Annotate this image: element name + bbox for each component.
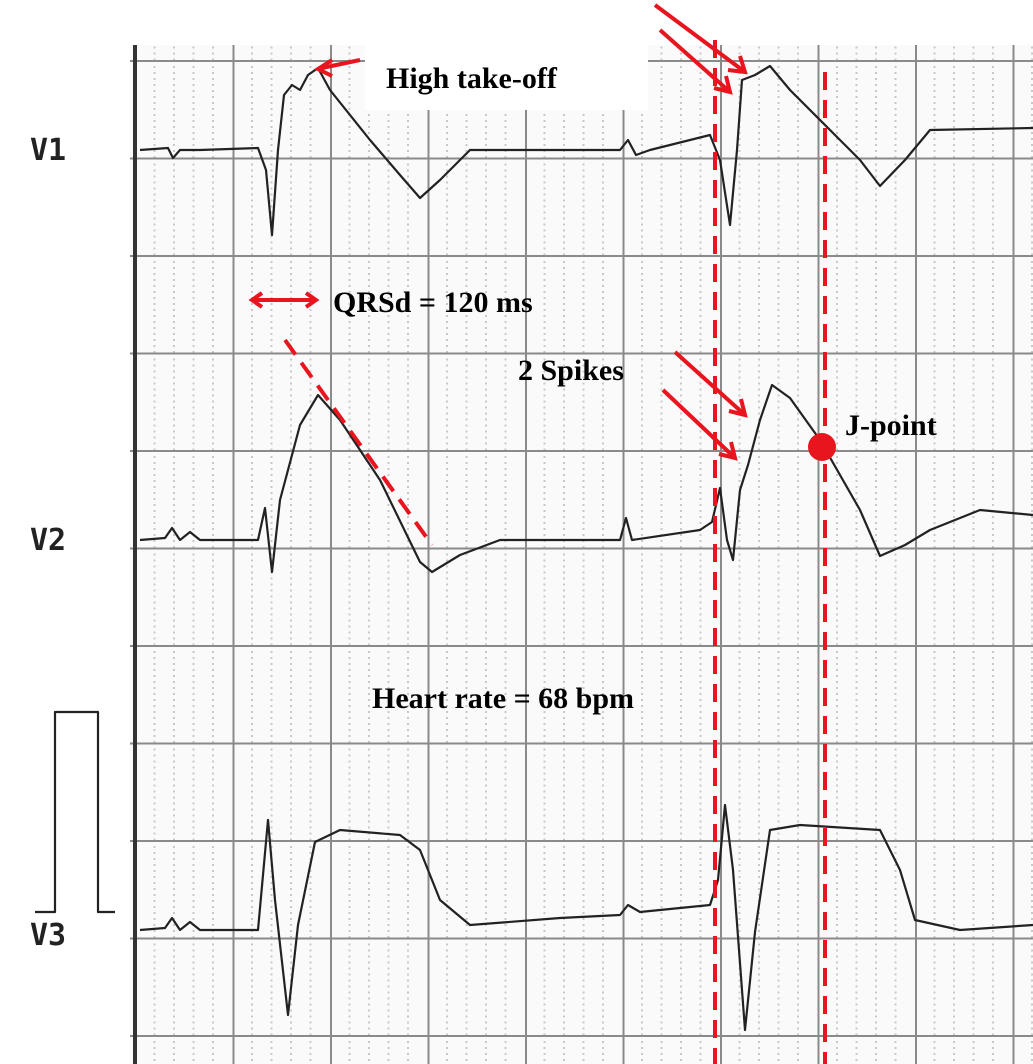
calibration-pulse	[35, 712, 115, 912]
lead-label: V1	[30, 133, 66, 168]
lead-label: V3	[30, 918, 66, 953]
j-point-dot	[808, 433, 836, 461]
annotation: 2 Spikes	[518, 354, 624, 387]
annotation: QRSd = 120 ms	[333, 286, 533, 319]
ecg-grid	[130, 45, 1033, 1064]
annotation: J-point	[845, 409, 937, 442]
annotation: Heart rate = 68 bpm	[372, 682, 634, 715]
ecg-figure: V1 V2 V3 High take-off QRSd = 120 ms 2 S…	[0, 0, 1033, 1064]
annotation: High take-off	[386, 62, 558, 95]
lead-label: V2	[30, 523, 66, 558]
